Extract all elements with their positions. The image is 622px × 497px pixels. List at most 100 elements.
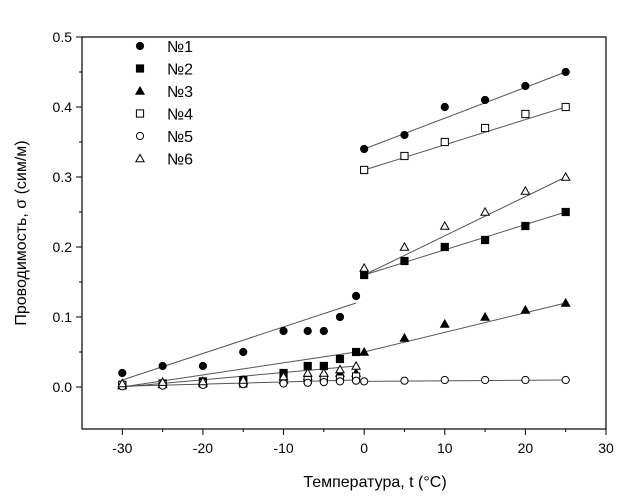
fit-line-series-6 (363, 176, 566, 276)
data-point (303, 326, 312, 336)
fit-line-series-1 (363, 71, 566, 150)
series-1-points (118, 67, 570, 378)
legend-label: №3 (167, 84, 193, 101)
series-6-points (117, 171, 571, 388)
legend-marker (135, 64, 145, 73)
y-tick-label: 0.4 (53, 99, 73, 115)
fit-line-series-5 (364, 379, 566, 382)
x-tick-label: 20 (518, 440, 534, 456)
data-point (521, 109, 530, 119)
data-point (319, 326, 328, 336)
data-point (480, 206, 491, 216)
y-tick-label: 0.0 (53, 379, 73, 395)
data-point (560, 297, 571, 307)
data-point (521, 81, 530, 91)
x-axis-title: Температура, t (°C) (303, 474, 446, 491)
y-axis-title: Проводимость, σ (сим/м) (13, 140, 30, 325)
data-point (439, 220, 450, 230)
data-point (400, 376, 409, 385)
x-axis-ticks: -30 -20 -10 0 10 20 30 (112, 429, 614, 456)
x-tick-label: -10 (273, 440, 293, 456)
legend-label: №6 (167, 152, 193, 169)
data-point (239, 347, 248, 357)
y-tick-label: 0.1 (53, 309, 73, 325)
y-tick-label: 0.3 (53, 169, 73, 185)
data-point (480, 235, 490, 245)
series-2-points (118, 207, 570, 389)
plot-frame (81, 36, 607, 430)
y-axis-ticks: 0.0 0.1 0.2 0.3 0.4 0.5 (53, 29, 82, 395)
data-point (334, 364, 345, 374)
x-tick-label: 0 (360, 440, 368, 456)
data-point (521, 375, 530, 385)
data-point (440, 102, 449, 112)
data-point (198, 361, 208, 371)
legend-label: №5 (167, 129, 193, 146)
data-point (480, 95, 490, 105)
data-point (319, 378, 328, 387)
legend-marker (135, 85, 145, 95)
data-point (480, 311, 491, 321)
data-point (117, 378, 128, 388)
data-point (360, 377, 369, 386)
data-markers (117, 67, 571, 391)
data-point (351, 376, 361, 385)
data-point (561, 207, 570, 217)
data-point (480, 375, 490, 385)
data-point (351, 291, 361, 301)
data-point (335, 377, 345, 386)
data-point (279, 326, 288, 336)
data-point (278, 371, 289, 381)
data-point (561, 67, 570, 77)
data-point (561, 102, 570, 112)
data-point (335, 354, 345, 364)
data-point (360, 270, 369, 280)
data-point (157, 376, 168, 386)
data-point (360, 144, 369, 154)
legend-marker (135, 109, 145, 118)
data-point (118, 368, 127, 378)
legend-marker (135, 131, 145, 141)
data-point (440, 242, 449, 252)
legend: №1 №2 №3 №4 №5 №6 (135, 39, 193, 169)
data-point (520, 304, 531, 314)
data-point (359, 346, 370, 356)
data-point (351, 360, 362, 370)
plot-border (81, 36, 607, 430)
fit-line-series-3 (364, 302, 566, 353)
x-tick-label: 10 (437, 440, 453, 456)
series-4-points (118, 102, 570, 389)
data-point (302, 367, 313, 377)
data-point (561, 375, 570, 385)
data-point (351, 347, 361, 357)
legend-label: №4 (167, 107, 193, 124)
legend-label: №1 (167, 39, 193, 56)
data-point (439, 318, 450, 328)
data-point (360, 165, 369, 175)
y-tick-label: 0.2 (53, 239, 73, 255)
data-point (335, 312, 345, 322)
data-point (440, 375, 449, 385)
data-point (197, 376, 208, 386)
legend-marker (135, 41, 145, 51)
fit-line-series-4 (364, 106, 566, 171)
data-point (560, 171, 571, 181)
data-point (158, 361, 167, 371)
data-point (359, 262, 370, 272)
data-point (400, 256, 409, 266)
data-point (279, 379, 288, 388)
data-point (400, 130, 409, 140)
data-point (399, 332, 410, 342)
x-tick-label: -30 (112, 440, 132, 456)
data-point (238, 374, 249, 384)
legend-marker (135, 153, 145, 163)
data-point (520, 185, 531, 195)
data-point (440, 137, 449, 147)
y-tick-label: 0.5 (53, 29, 73, 45)
data-point (521, 221, 530, 231)
x-tick-label: -20 (193, 440, 213, 456)
legend-label: №2 (167, 62, 193, 79)
data-point (480, 123, 490, 133)
data-point (399, 241, 410, 251)
